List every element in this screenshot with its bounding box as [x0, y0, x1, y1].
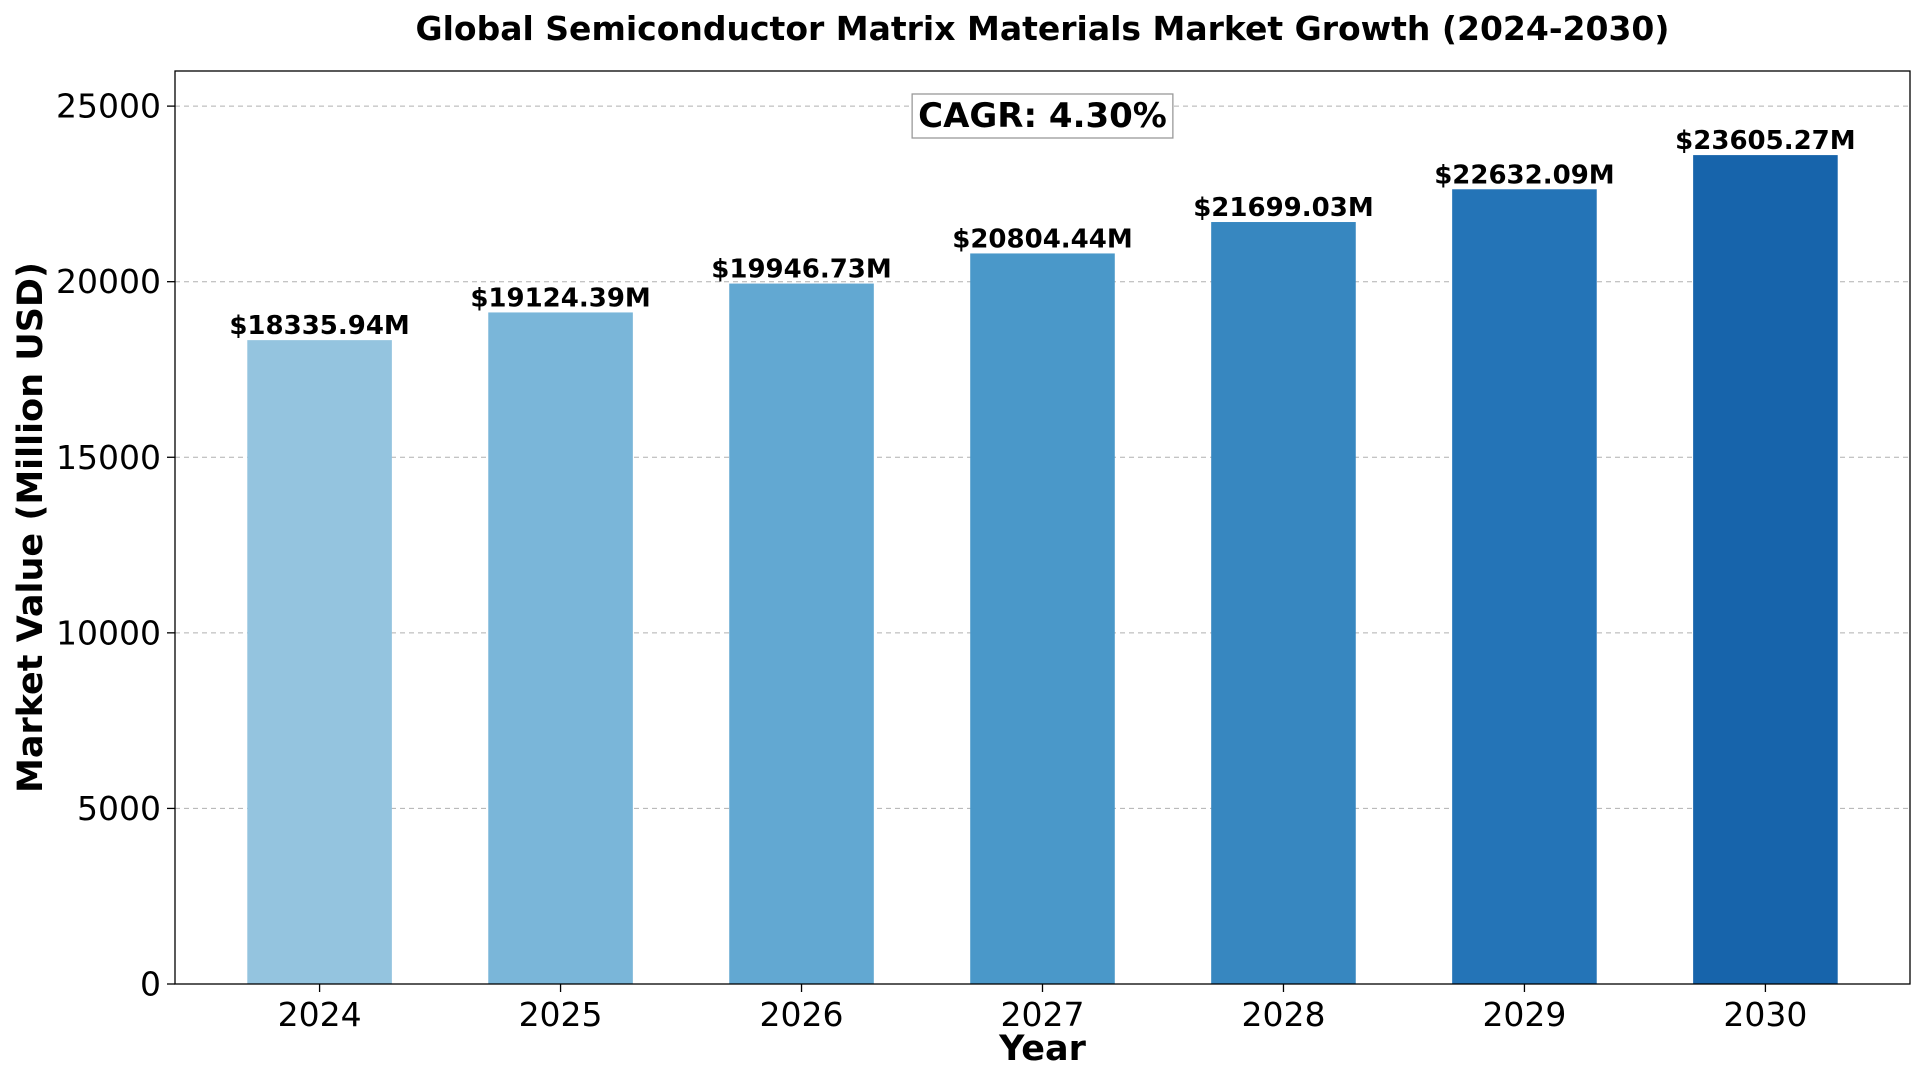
y-axis-label: Market Value (Million USD)	[11, 262, 51, 793]
cagr-annotation-text: CAGR: 4.30%	[918, 96, 1167, 136]
bar-labels: $18335.94M $19124.39M $19946.73M $20804.44M…	[229, 126, 1855, 341]
x-tick-label: 2030	[1723, 995, 1807, 1034]
chart-title: Global Semiconductor Matrix Materials Ma…	[416, 9, 1670, 48]
x-tick-label: 2026	[760, 995, 844, 1034]
bar-data-label: $22632.09M	[1434, 160, 1614, 190]
bar-2027	[970, 253, 1115, 984]
x-tick-label: 2027	[1001, 995, 1085, 1034]
bar-data-label: $19124.39M	[470, 283, 650, 313]
bar-2025	[488, 312, 633, 984]
bar-data-label: $21699.03M	[1193, 193, 1373, 223]
bar-2028	[1211, 222, 1356, 984]
x-tick-label: 2029	[1482, 995, 1566, 1034]
y-tick-label: 20000	[56, 262, 161, 301]
bar-2026	[729, 283, 874, 985]
bar-2024	[247, 340, 392, 984]
y-tick-label: 25000	[56, 87, 161, 126]
x-axis-ticks: 2024 2025 2026 2027 2028 2029 2030	[278, 984, 1807, 1034]
y-axis-ticks: 0 5000 10000 15000 20000 25000	[56, 87, 175, 1004]
bar-data-label: $19946.73M	[711, 255, 891, 285]
y-tick-label: 5000	[77, 789, 161, 828]
bar-data-label: $23605.27M	[1675, 126, 1855, 156]
bar-2029	[1452, 189, 1597, 985]
bar-data-label: $20804.44M	[952, 224, 1132, 254]
cagr-annotation: CAGR: 4.30%	[911, 93, 1174, 139]
bar-data-label: $18335.94M	[229, 311, 409, 341]
x-tick-label: 2025	[519, 995, 603, 1034]
bars	[247, 155, 1838, 985]
cagr-annotation-box	[911, 93, 1174, 139]
y-tick-label: 10000	[56, 613, 161, 652]
x-axis-label: Year	[998, 1029, 1086, 1069]
x-tick-label: 2024	[278, 995, 362, 1034]
y-tick-label: 15000	[56, 438, 161, 477]
x-tick-label: 2028	[1241, 995, 1325, 1034]
y-tick-label: 0	[140, 965, 161, 1004]
bar-2030	[1693, 155, 1838, 984]
